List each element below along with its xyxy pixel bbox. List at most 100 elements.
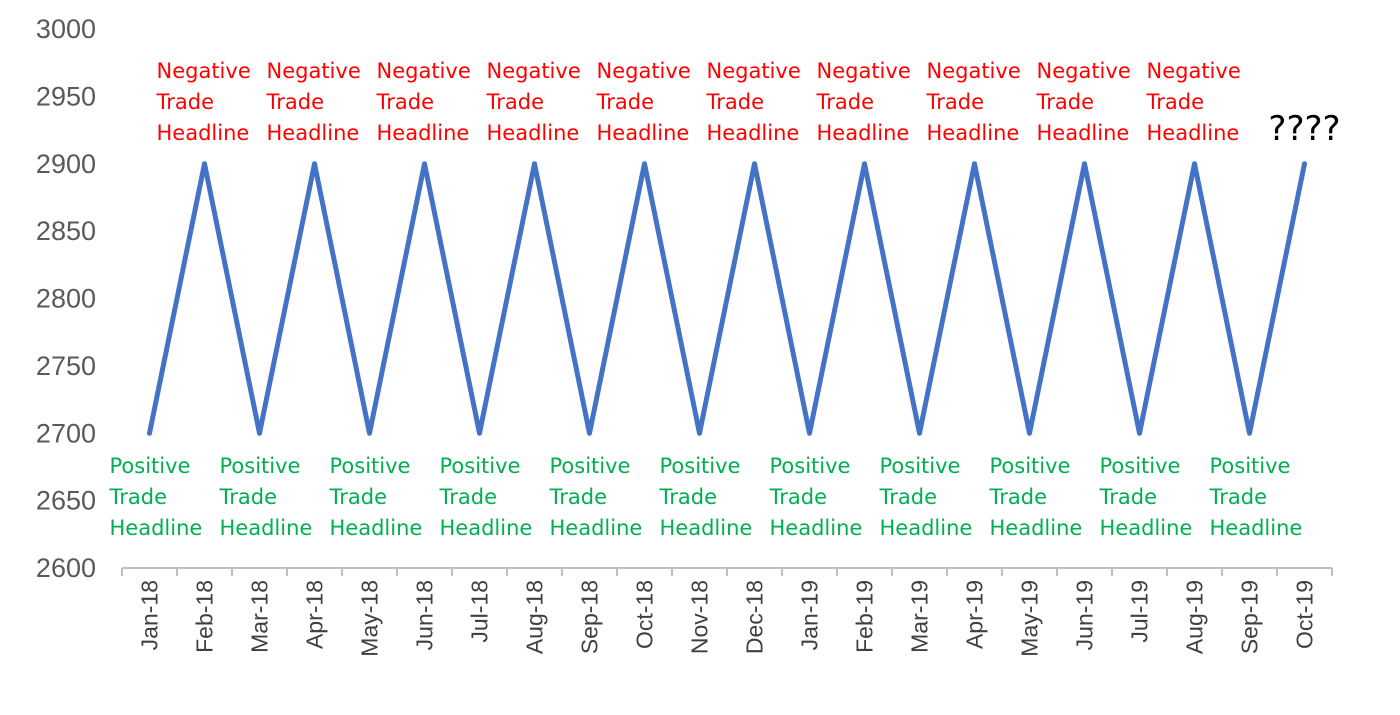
x-tick-label: May-18 xyxy=(357,580,383,657)
negative-headline-label: Negative xyxy=(1147,59,1241,83)
y-tick-label: 2900 xyxy=(36,149,96,179)
x-tick-label: Apr-18 xyxy=(302,580,328,649)
positive-headline-label: Positive xyxy=(660,454,741,478)
negative-headline-label: Trade xyxy=(156,90,215,114)
positive-headline-label: Headline xyxy=(990,516,1083,540)
negative-headline-label: Negative xyxy=(1037,59,1131,83)
y-axis: 3000 2950 2900 2850 2800 2750 2700 2650 2600 xyxy=(36,14,96,583)
x-tick-label: Oct-18 xyxy=(632,580,658,649)
negative-headline-label: Headline xyxy=(927,121,1020,145)
y-tick-label: 2600 xyxy=(36,553,96,583)
y-tick-label: 2950 xyxy=(36,81,96,111)
x-tick-label: Feb-19 xyxy=(852,580,878,653)
positive-headline-label: Headline xyxy=(110,516,203,540)
negative-headline-label: Trade xyxy=(816,90,875,114)
positive-headline-label: Positive xyxy=(1210,454,1291,478)
y-tick-label: 2850 xyxy=(36,216,96,246)
x-tick-label: Aug-18 xyxy=(522,580,548,654)
positive-headline-label: Positive xyxy=(220,454,301,478)
x-tick-label: Oct-19 xyxy=(1292,580,1318,649)
negative-headline-label: Headline xyxy=(377,121,470,145)
negative-headline-label: Trade xyxy=(706,90,765,114)
positive-headline-label: Positive xyxy=(440,454,521,478)
x-tick-label: Jun-19 xyxy=(1072,580,1098,650)
x-tick-label: Aug-19 xyxy=(1182,580,1208,654)
negative-headline-label: Trade xyxy=(926,90,985,114)
annotations: Negative Trade Headline Negative Trade Headli… xyxy=(109,59,1341,540)
x-tick-label: Dec-18 xyxy=(742,580,768,654)
positive-headline-label: Headline xyxy=(550,516,643,540)
question-label: ???? xyxy=(1268,109,1340,149)
x-axis: Jan-18 Feb-18 Mar-18 Apr-18 May-18 Jun-18 Jul-… xyxy=(121,567,1333,657)
positive-headline-label: Trade xyxy=(219,485,278,509)
negative-headline-label: Negative xyxy=(707,59,801,83)
positive-headline-label: Trade xyxy=(989,485,1048,509)
negative-headline-label: Headline xyxy=(817,121,910,145)
positive-headline-label: Trade xyxy=(769,485,828,509)
positive-headline-label: Positive xyxy=(990,454,1071,478)
y-tick-label: 2800 xyxy=(36,284,96,314)
x-tick-label: May-19 xyxy=(1017,580,1043,657)
positive-headline-label: Headline xyxy=(660,516,753,540)
x-tick-label: Jul-18 xyxy=(467,580,493,643)
x-tick-label: Jun-18 xyxy=(412,580,438,650)
x-tick-label: Sep-19 xyxy=(1237,580,1263,654)
negative-headline-label: Negative xyxy=(157,59,251,83)
x-tick-label: Apr-19 xyxy=(962,580,988,649)
negative-headline-label: Headline xyxy=(707,121,800,145)
positive-headline-label: Headline xyxy=(220,516,313,540)
negative-headline-label: Negative xyxy=(927,59,1021,83)
negative-headline-label: Headline xyxy=(157,121,250,145)
positive-headline-label: Trade xyxy=(1099,485,1158,509)
positive-headline-label: Trade xyxy=(109,485,168,509)
series-line xyxy=(147,161,1307,436)
positive-headline-label: Positive xyxy=(880,454,961,478)
positive-headline-label: Headline xyxy=(440,516,533,540)
positive-headline-label: Trade xyxy=(1209,485,1268,509)
positive-headline-label: Headline xyxy=(1100,516,1193,540)
negative-headline-label: Headline xyxy=(1037,121,1130,145)
positive-headline-label: Trade xyxy=(329,485,388,509)
x-tick-label: Jan-18 xyxy=(137,580,163,650)
negative-headline-label: Headline xyxy=(267,121,360,145)
positive-headline-label: Positive xyxy=(550,454,631,478)
positive-headline-label: Positive xyxy=(1100,454,1181,478)
negative-headline-label: Trade xyxy=(266,90,325,114)
positive-headline-label: Headline xyxy=(330,516,423,540)
x-tick-label: Nov-18 xyxy=(687,580,713,654)
x-tick-label: Feb-18 xyxy=(192,580,218,653)
series xyxy=(147,161,1307,436)
negative-headline-label: Negative xyxy=(487,59,581,83)
positive-headline-label: Headline xyxy=(1210,516,1303,540)
positive-headline-label: Trade xyxy=(659,485,718,509)
negative-headline-label: Trade xyxy=(596,90,655,114)
negative-headline-label: Negative xyxy=(377,59,471,83)
negative-headline-label: Negative xyxy=(597,59,691,83)
positive-headline-label: Trade xyxy=(439,485,498,509)
y-tick-label: 2750 xyxy=(36,351,96,381)
y-tick-label: 3000 xyxy=(36,14,96,44)
positive-headline-label: Positive xyxy=(110,454,191,478)
negative-headline-label: Headline xyxy=(597,121,690,145)
y-tick-label: 2650 xyxy=(36,486,96,516)
x-tick-label: Mar-19 xyxy=(907,580,933,653)
negative-headline-label: Trade xyxy=(376,90,435,114)
x-tick-label: Mar-18 xyxy=(247,580,273,653)
negative-headline-label: Trade xyxy=(1146,90,1205,114)
negative-headline-label: Negative xyxy=(817,59,911,83)
negative-headline-label: Negative xyxy=(267,59,361,83)
x-tick-label: Sep-18 xyxy=(577,580,603,654)
positive-headline-label: Trade xyxy=(549,485,608,509)
x-tick-label: Jan-19 xyxy=(797,580,823,650)
negative-headline-label: Headline xyxy=(1147,121,1240,145)
y-tick-label: 2700 xyxy=(36,418,96,448)
positive-headline-label: Trade xyxy=(879,485,938,509)
negative-headline-label: Headline xyxy=(487,121,580,145)
positive-headline-label: Positive xyxy=(330,454,411,478)
negative-headline-label: Trade xyxy=(486,90,545,114)
negative-headline-label: Trade xyxy=(1036,90,1095,114)
positive-headline-label: Headline xyxy=(880,516,973,540)
positive-headline-label: Positive xyxy=(770,454,851,478)
x-tick-label: Jul-19 xyxy=(1127,580,1153,643)
